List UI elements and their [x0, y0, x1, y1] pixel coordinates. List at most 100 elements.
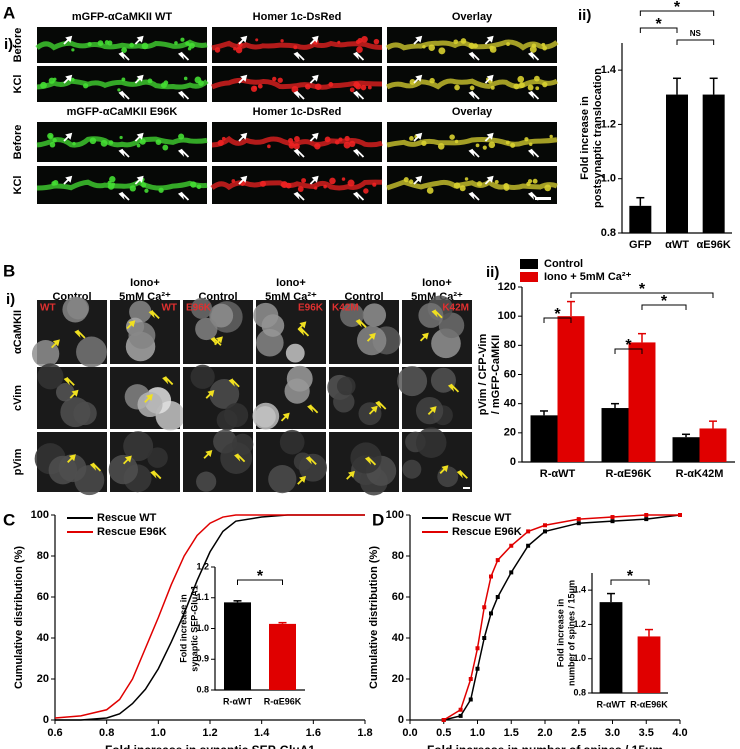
arrow [368, 405, 378, 415]
puncta [314, 186, 318, 190]
y-axis-label: number of spines / 15μm [566, 580, 576, 686]
image-header: Iono+ [276, 277, 306, 289]
dendrite [36, 78, 209, 90]
puncta [518, 82, 525, 89]
bar [557, 316, 585, 462]
axis-line [54, 515, 365, 721]
significance-label: * [661, 293, 668, 310]
y-tick-label: 0.9 [196, 654, 209, 664]
puncta [97, 40, 104, 46]
cdf-line [55, 514, 365, 721]
puncta [347, 179, 355, 187]
x-axis-label: Fold increase in synaptic SEP-GluA1 [105, 743, 315, 749]
arrow [238, 132, 248, 142]
bar [702, 94, 725, 233]
x-tick-label: R-αWT [223, 696, 253, 706]
image-header: mGFP-αCaMKII E96K [67, 106, 178, 118]
image-header: Iono+ [130, 277, 160, 289]
x-tick-label: R-αWT [596, 699, 626, 709]
x-tick-label: 4.0 [672, 727, 687, 739]
x-tick-label: 1.8 [357, 727, 372, 739]
puncta [527, 84, 534, 91]
x-tick-label: 2.0 [537, 727, 552, 739]
puncta [217, 139, 224, 147]
puncta [526, 181, 531, 187]
puncta [373, 38, 380, 45]
puncta [459, 185, 466, 192]
arrow [293, 148, 305, 158]
puncta [506, 42, 510, 46]
y-tick-label: 40 [392, 632, 404, 644]
puncta [83, 83, 89, 89]
y-axis-label: synaptic SEP-GluA1 [189, 585, 199, 672]
arrow [352, 191, 365, 201]
cell [191, 297, 213, 319]
puncta [108, 140, 114, 145]
bar [666, 94, 688, 233]
cell [285, 343, 305, 363]
puncta [361, 35, 368, 43]
arrow [177, 191, 190, 201]
x-tick-label: 2.5 [571, 727, 586, 739]
point [468, 697, 473, 702]
panel-letter: A [3, 3, 15, 22]
significance-label: * [257, 568, 264, 585]
point [441, 718, 446, 722]
arrow [484, 74, 494, 84]
cell [415, 427, 447, 458]
puncta [301, 178, 307, 184]
arrow [234, 453, 246, 463]
arrow [205, 389, 215, 399]
cell [37, 363, 64, 390]
arrow [307, 404, 319, 414]
arrow [305, 456, 317, 466]
image-header: Control [344, 291, 383, 303]
arrow [134, 74, 144, 84]
puncta [488, 141, 496, 149]
arrow [118, 191, 130, 201]
puncta [280, 39, 284, 43]
puncta [409, 136, 414, 141]
puncta [341, 177, 346, 181]
point [526, 529, 531, 534]
significance-label: NS [690, 29, 702, 38]
y-tick-label: 0.8 [601, 227, 616, 239]
puncta [288, 142, 295, 149]
arrow [134, 175, 144, 185]
puncta [293, 45, 298, 50]
puncta [542, 81, 548, 88]
x-tick-label: 0.6 [47, 727, 62, 739]
y-tick-label: 80 [392, 550, 404, 562]
puncta [476, 181, 483, 187]
puncta [421, 140, 427, 146]
image-header: Homer 1c-DsRed [253, 106, 342, 118]
y-tick-label: 80 [504, 339, 516, 351]
arrow [527, 148, 540, 158]
puncta [517, 75, 525, 83]
puncta [453, 39, 459, 45]
point [468, 677, 473, 681]
y-tick-label: 20 [37, 673, 49, 685]
arrow [427, 406, 437, 415]
puncta [363, 188, 369, 194]
x-tick-label: GFP [629, 239, 652, 251]
arrow [150, 470, 162, 480]
image-header: 5mM Ca²⁺ [265, 291, 317, 303]
puncta [285, 182, 292, 189]
cell [62, 296, 89, 323]
arrow [309, 74, 319, 84]
arrow [413, 175, 423, 185]
puncta [513, 83, 520, 90]
x-tick-label: 3.5 [639, 727, 654, 739]
arrow [309, 175, 319, 185]
bar [628, 342, 656, 462]
arrow [63, 376, 75, 386]
puncta [136, 143, 141, 148]
puncta [89, 137, 97, 145]
bar [672, 437, 700, 462]
puncta [422, 44, 426, 49]
puncta [469, 85, 475, 91]
y-axis-label: pVim / CFP-Vim [477, 334, 489, 416]
arrow [118, 148, 130, 158]
puncta [544, 184, 552, 192]
